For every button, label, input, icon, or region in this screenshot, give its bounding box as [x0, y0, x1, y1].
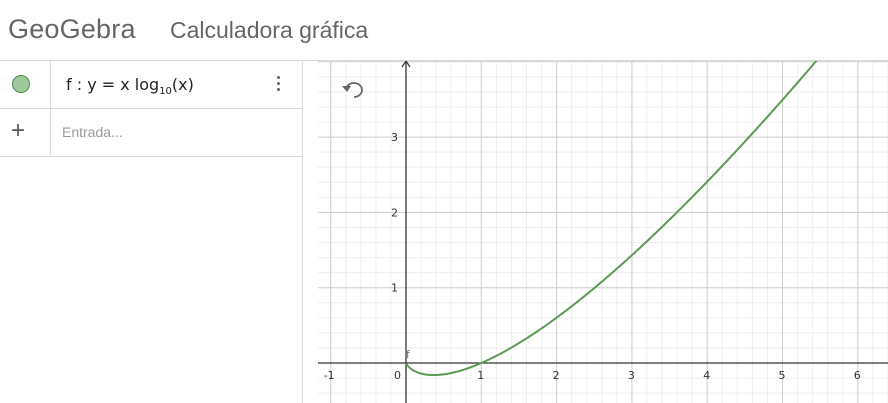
tick-labels: -1 0 1 2 3 4 5 6 1 2 3 — [324, 131, 861, 382]
x-tick-label: 1 — [477, 369, 484, 382]
visibility-toggle-cell — [0, 61, 51, 108]
algebra-formula[interactable]: f : y = x log10(x) — [66, 75, 194, 97]
x-tick-label: -1 — [324, 369, 335, 382]
logo-text: GeoGebra — [8, 14, 136, 44]
algebra-input-placeholder[interactable]: Entrada... — [62, 124, 123, 140]
algebra-item-f[interactable]: f : y = x log10(x) — [0, 61, 302, 109]
algebra-view: f : y = x log10(x) + Entrada... — [0, 61, 303, 403]
formula-subscript: 10 — [159, 86, 172, 98]
y-tick-label: 3 — [391, 131, 398, 144]
y-tick-label: 2 — [391, 206, 398, 219]
input-marker-cell: + — [0, 109, 51, 156]
app-header: GeoGebra Calculadora gráfica — [0, 0, 888, 61]
plus-icon: + — [11, 117, 26, 144]
minor-grid — [318, 61, 888, 403]
major-grid — [318, 61, 888, 403]
graphics-view[interactable]: -1 0 1 2 3 4 5 6 1 2 3 f — [318, 61, 888, 403]
formula-suffix: (x) — [171, 75, 194, 94]
geogebra-logo[interactable]: GeoGebra — [8, 14, 136, 45]
page-title: Calculadora gráfica — [170, 17, 369, 43]
x-tick-label: 0 — [394, 369, 401, 382]
graph-canvas[interactable]: -1 0 1 2 3 4 5 6 1 2 3 f — [318, 61, 888, 403]
function-curve-f[interactable] — [405, 61, 820, 377]
undo-icon[interactable] — [340, 78, 366, 100]
x-tick-label: 4 — [703, 369, 710, 382]
y-axis-arrow — [401, 61, 411, 68]
formula-prefix: f : y = x log — [66, 75, 160, 94]
visibility-toggle-dot[interactable] — [12, 75, 30, 93]
y-tick-label: 1 — [391, 282, 398, 295]
x-tick-label: 5 — [779, 369, 786, 382]
function-label-f: f — [406, 348, 411, 361]
x-tick-label: 3 — [628, 369, 635, 382]
more-options-icon[interactable] — [270, 73, 286, 97]
axes — [318, 61, 888, 403]
x-tick-label: 6 — [854, 369, 861, 382]
algebra-input-row[interactable]: + Entrada... — [0, 109, 302, 157]
x-tick-label: 2 — [553, 369, 560, 382]
